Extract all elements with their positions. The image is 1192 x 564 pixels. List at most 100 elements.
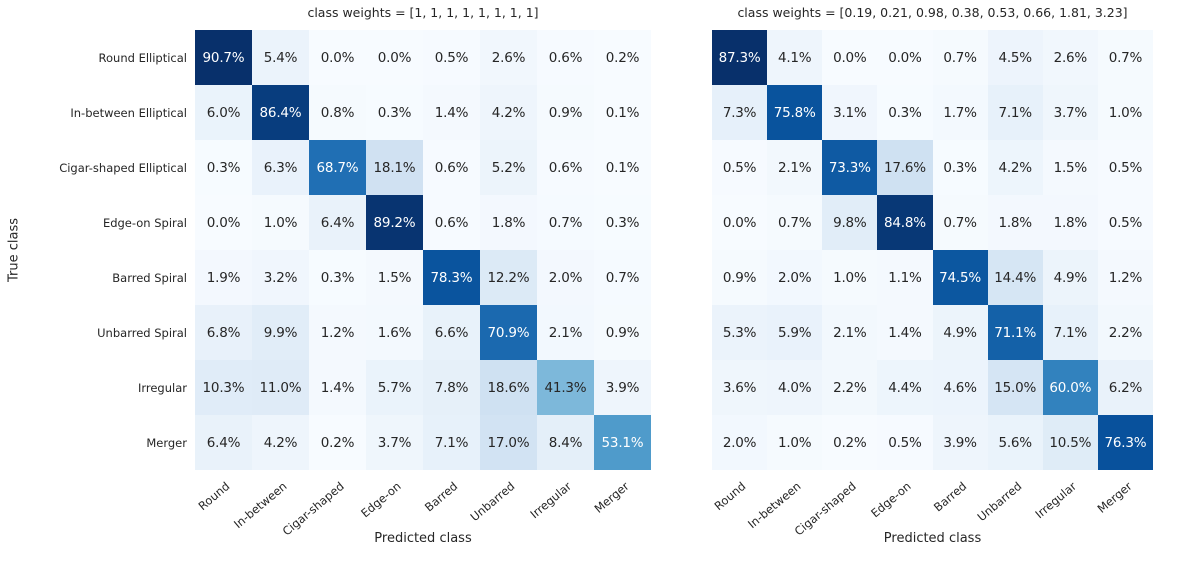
heatmap-cell: 1.5% [366,250,423,305]
heatmap-cell: 0.3% [309,250,366,305]
heatmap-cell: 5.6% [987,415,1043,470]
heatmap-cell: 5.2% [480,140,537,195]
heatmap-cell: 1.4% [309,360,366,415]
heatmap-cell: 10.5% [1042,415,1098,470]
heatmap-cell: 1.4% [877,305,933,360]
heatmap-cell: 0.8% [309,85,366,140]
x-tick-label: Irregular [1032,479,1080,522]
heatmap-cell: 14.4% [987,250,1043,305]
heatmap-cell: 17.6% [877,140,933,195]
x-axis-label-left: Predicted class [374,531,472,546]
heatmap-cell: 5.9% [767,305,823,360]
heatmap-cell: 0.2% [309,415,366,470]
y-tick-label: Unbarred Spiral [97,325,187,340]
heatmap-cell: 0.5% [423,30,480,85]
x-tick-label: Round [711,479,749,514]
heatmap-cell: 4.5% [987,30,1043,85]
heatmap-cell: 68.7% [309,140,366,195]
y-tick-label: Merger [146,435,187,450]
y-tick-label: Cigar-shaped Elliptical [59,160,187,175]
heatmap-cell: 0.9% [594,305,651,360]
heatmap-cell: 0.6% [537,30,594,85]
x-tick-label: Merger [1094,479,1135,516]
heatmap-cell: 3.6% [712,360,768,415]
heatmap-cell: 0.6% [423,195,480,250]
heatmap-cell: 4.9% [932,305,988,360]
heatmap-cell: 11.0% [252,360,309,415]
y-tick-label: Irregular [137,380,187,395]
x-tick-label: Barred [422,479,461,515]
heatmap-cell: 0.7% [932,195,988,250]
heatmap-cell: 0.5% [712,140,768,195]
heatmap-cell: 0.3% [366,85,423,140]
heatmap-cell: 71.1% [987,305,1043,360]
heatmap-cell: 7.8% [423,360,480,415]
heatmap-cell: 53.1% [594,415,651,470]
heatmap-cell: 5.3% [712,305,768,360]
heatmap-cell: 18.1% [366,140,423,195]
x-tick-label: Round [195,479,233,514]
heatmap-cell: 74.5% [932,250,988,305]
x-tick-label: In-between [231,479,290,532]
heatmap-grid-left: 90.7% 5.4% 0.0% 0.0% 0.5% 2.6% 0.6% 0.2% 6.0% 86.… [195,30,651,470]
heatmap-cell: 2.1% [537,305,594,360]
heatmap-cell: 0.1% [594,140,651,195]
heatmap-cell: 0.9% [712,250,768,305]
heatmap-cell: 1.8% [987,195,1043,250]
heatmap-cell: 75.8% [767,85,823,140]
heatmap-cell: 0.5% [1097,195,1153,250]
heatmap-cell: 1.0% [252,195,309,250]
heatmap-cell: 60.0% [1042,360,1098,415]
heatmap-cell: 7.1% [423,415,480,470]
heatmap-cell: 76.3% [1097,415,1153,470]
heatmap-cell: 18.6% [480,360,537,415]
heatmap-cell: 1.4% [423,85,480,140]
heatmap-cell: 90.7% [195,30,252,85]
chart-title-right: class weights = [0.19, 0.21, 0.98, 0.38,… [737,5,1128,20]
heatmap-cell: 9.8% [822,195,878,250]
heatmap-cell: 6.2% [1097,360,1153,415]
heatmap-cell: 0.0% [309,30,366,85]
heatmap-cell: 0.7% [594,250,651,305]
heatmap-cell: 1.2% [1097,250,1153,305]
heatmap-cell: 4.0% [767,360,823,415]
heatmap-cell: 4.9% [1042,250,1098,305]
heatmap-cell: 1.8% [480,195,537,250]
heatmap-cell: 0.1% [594,85,651,140]
heatmap-cell: 0.7% [537,195,594,250]
y-tick-label: In-between Elliptical [70,105,187,120]
heatmap-cell: 7.1% [987,85,1043,140]
x-tick-label: Edge-on [868,479,914,521]
heatmap-cell: 86.4% [252,85,309,140]
heatmap-cell: 0.3% [195,140,252,195]
heatmap-cell: 4.4% [877,360,933,415]
heatmap-cell: 0.0% [366,30,423,85]
heatmap-cell: 12.2% [480,250,537,305]
heatmap-cell: 0.6% [537,140,594,195]
heatmap-cell: 8.4% [537,415,594,470]
heatmap-cell: 0.7% [767,195,823,250]
heatmap-cell: 3.9% [594,360,651,415]
x-axis-label-right: Predicted class [883,531,982,546]
heatmap-cell: 0.6% [423,140,480,195]
heatmap-cell: 0.7% [932,30,988,85]
heatmap-cell: 2.2% [1097,305,1153,360]
heatmap-cell: 84.8% [877,195,933,250]
heatmap-cell: 17.0% [480,415,537,470]
heatmap-cell: 9.9% [252,305,309,360]
x-tick-label: Cigar-shaped [279,479,347,539]
heatmap-cell: 0.9% [537,85,594,140]
heatmap-cell: 5.7% [366,360,423,415]
heatmap-cell: 78.3% [423,250,480,305]
heatmap-cell: 3.2% [252,250,309,305]
heatmap-grid-right: 87.3% 4.1% 0.0% 0.0% 0.7% 4.5% 2.6% 0.7% 7.3% 75.… [712,30,1153,470]
heatmap-cell: 4.2% [252,415,309,470]
heatmap-cell: 2.0% [712,415,768,470]
heatmap-cell: 4.2% [480,85,537,140]
x-tick-label: Unbarred [974,479,1025,525]
heatmap-cell: 0.0% [877,30,933,85]
heatmap-cell: 6.4% [195,415,252,470]
heatmap-cell: 2.2% [822,360,878,415]
heatmap-cell: 1.6% [366,305,423,360]
heatmap-cell: 0.0% [195,195,252,250]
